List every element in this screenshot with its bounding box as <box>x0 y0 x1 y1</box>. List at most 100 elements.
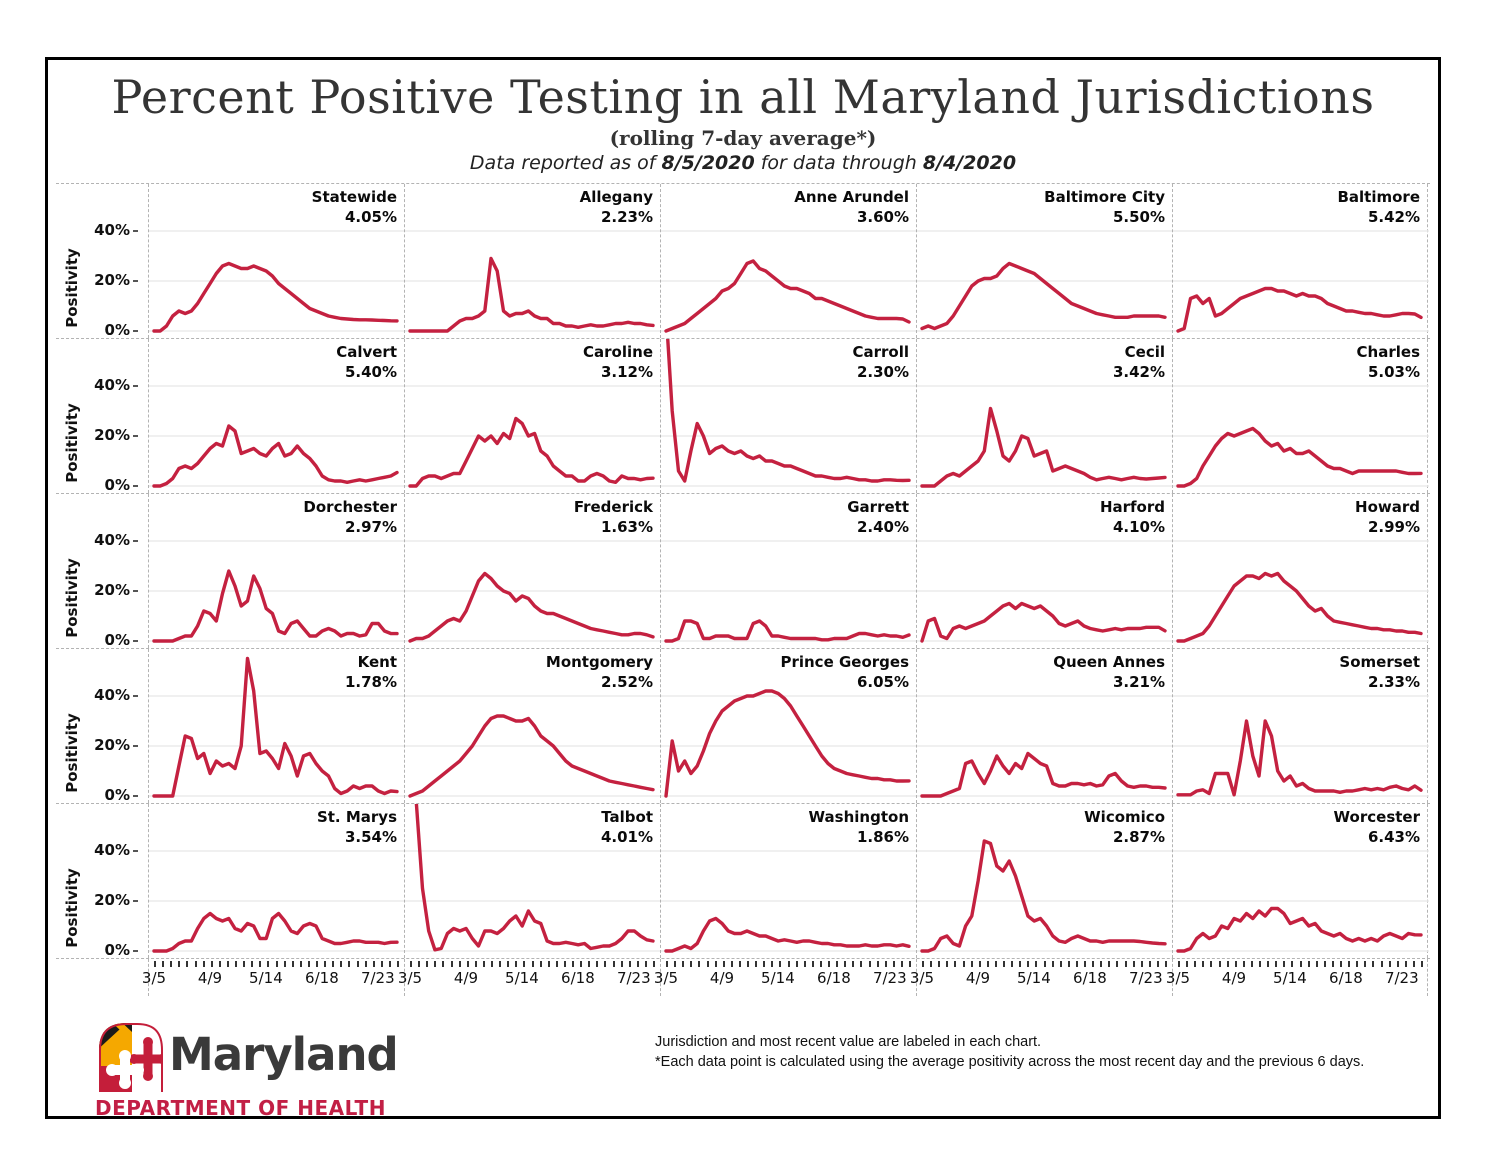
x-minor-tick <box>938 961 941 967</box>
jurisdiction-name: Carroll <box>852 343 909 361</box>
y-tick-label: 0% <box>105 478 138 493</box>
x-minor-tick <box>596 961 599 967</box>
x-minor-tick <box>954 961 957 967</box>
x-minor-tick <box>1067 961 1070 967</box>
x-minor-tick <box>653 961 655 967</box>
panel-label: Statewide 4.05% <box>312 187 397 227</box>
x-minor-tick <box>1323 961 1326 967</box>
panel-label: Worcester 6.43% <box>1334 807 1420 847</box>
x-axis-spacer <box>56 959 148 996</box>
y-tick-label: 40% <box>94 223 138 238</box>
x-minor-tick <box>892 961 895 967</box>
x-minor-tick <box>612 961 615 967</box>
panel-label: Calvert 5.40% <box>336 342 397 382</box>
x-minor-tick <box>1011 961 1014 967</box>
x-minor-tick <box>1116 961 1119 967</box>
logo-wordmark: Maryland <box>169 1027 399 1081</box>
x-minor-tick <box>563 961 566 967</box>
line-chart <box>661 339 917 487</box>
report-frame: Percent Positive Testing in all Maryland… <box>45 57 1441 1120</box>
page-subtitle: (rolling 7-day average*) <box>609 126 877 150</box>
x-minor-tick <box>1027 961 1030 967</box>
x-tick-label: 3/5 <box>141 969 167 987</box>
line-chart <box>1173 385 1429 488</box>
y-axis-title: Positivity <box>63 558 81 638</box>
x-minor-tick <box>722 961 725 967</box>
y-tick-label: 0% <box>105 323 138 338</box>
x-minor-tick <box>900 961 903 967</box>
chart-panel-worcester: Worcester 6.43% <box>1172 804 1429 958</box>
x-minor-tick <box>1108 961 1111 967</box>
x-minor-tick <box>1307 961 1310 967</box>
panel-label: Talbot 4.01% <box>601 807 653 847</box>
latest-value: 2.99% <box>1367 518 1420 536</box>
x-minor-tick <box>828 961 830 967</box>
chart-panel-washington: Washington 1.86% <box>660 804 917 958</box>
x-minor-tick <box>1356 961 1359 967</box>
x-minor-tick <box>466 961 469 967</box>
x-tick-label: 5/14 <box>249 969 283 987</box>
x-minor-tick <box>170 961 173 967</box>
y-axis-title: Positivity <box>63 403 81 483</box>
panel-label: Baltimore 5.42% <box>1337 187 1420 227</box>
x-minor-tick <box>930 961 933 967</box>
line-chart <box>149 850 405 953</box>
chart-row: Positivity 40% 20% 0% Calvert 5.40% Caroline 3.… <box>56 338 1430 493</box>
y-tick-label: 20% <box>94 893 138 908</box>
line-chart <box>149 230 405 333</box>
jurisdiction-name: Cecil <box>1124 343 1165 361</box>
x-axis-cell: 3/5 4/9 5/14 6/18 7/23 <box>654 959 916 996</box>
latest-value: 5.50% <box>1112 208 1165 226</box>
chart-row: Positivity 40% 20% 0% Dorchester 2.97% Frederi… <box>56 493 1430 648</box>
latest-value: 3.60% <box>856 208 909 226</box>
x-minor-tick <box>442 961 445 967</box>
logo-department-text: DEPARTMENT OF HEALTH <box>95 1096 386 1120</box>
x-minor-tick <box>154 961 156 967</box>
x-minor-tick <box>178 961 181 967</box>
x-minor-tick <box>922 961 924 967</box>
line-chart <box>917 839 1173 953</box>
panel-label: Carroll 2.30% <box>852 342 909 382</box>
x-minor-tick <box>970 961 973 967</box>
chart-panel-kent: Kent 1.78% <box>148 649 405 803</box>
chart-panel-queen-annes: Queen Annes 3.21% <box>916 649 1173 803</box>
chart-panel-allegany: Allegany 2.23% <box>404 184 661 338</box>
y-tick-label: 40% <box>94 533 138 548</box>
panel-label: Washington 1.86% <box>809 807 909 847</box>
x-minor-tick <box>388 961 391 967</box>
x-minor-tick <box>1059 961 1062 967</box>
line-chart <box>1173 850 1429 953</box>
x-axis-cell: 3/5 4/9 5/14 6/18 7/23 <box>910 959 1172 996</box>
x-minor-tick <box>1388 961 1391 967</box>
x-tick-label: 6/18 <box>561 969 595 987</box>
y-tick-label: 40% <box>94 378 138 393</box>
panel-label: Wicomico 2.87% <box>1084 807 1165 847</box>
x-minor-tick <box>491 961 493 967</box>
x-tick-label: 3/5 <box>397 969 423 987</box>
x-minor-tick <box>946 961 949 967</box>
jurisdiction-name: Baltimore City <box>1044 188 1165 206</box>
line-chart <box>405 804 661 952</box>
y-axis: Positivity 40% 20% 0% <box>56 494 148 648</box>
report-date-middle: for data through <box>754 152 923 174</box>
x-minor-tick <box>356 961 359 967</box>
x-minor-tick <box>690 961 693 967</box>
latest-value: 2.87% <box>1112 828 1165 846</box>
x-tick-label: 3/5 <box>653 969 679 987</box>
x-tick-label: 5/14 <box>761 969 795 987</box>
x-axis-cell: 3/5 4/9 5/14 6/18 7/23 <box>398 959 660 996</box>
x-minor-tick <box>194 961 197 967</box>
x-minor-tick <box>474 961 477 967</box>
x-minor-tick <box>795 961 798 967</box>
x-minor-tick <box>340 961 343 967</box>
x-minor-tick <box>1194 961 1197 967</box>
y-tick-label: 20% <box>94 738 138 753</box>
x-minor-tick <box>434 961 437 967</box>
latest-value: 4.01% <box>600 828 653 846</box>
panel-label: Queen Annes 3.21% <box>1053 652 1165 692</box>
chart-row: Positivity 40% 20% 0% Kent 1.78% Montgomery 2.5… <box>56 648 1430 803</box>
x-minor-tick <box>410 961 412 967</box>
latest-value: 2.52% <box>600 673 653 691</box>
line-chart <box>405 695 661 798</box>
x-minor-tick <box>364 961 367 967</box>
